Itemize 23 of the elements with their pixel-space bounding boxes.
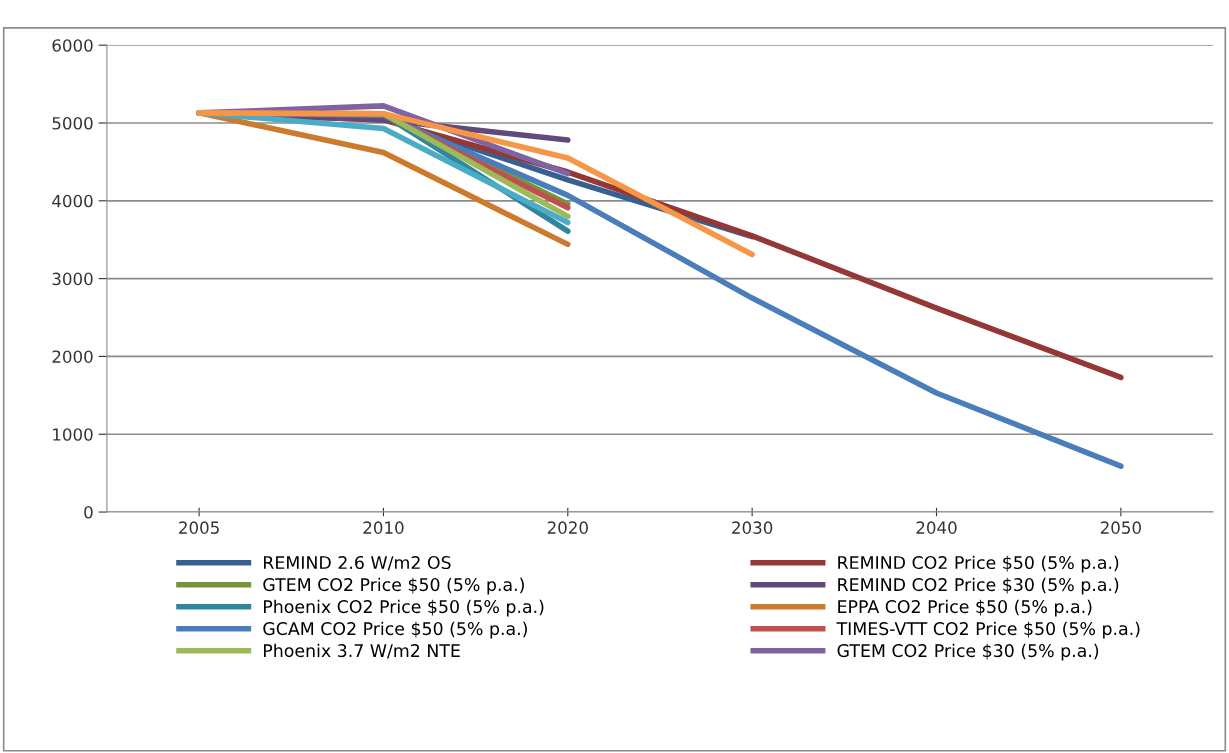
legend-label: GTEM CO2 Price $50 (5% p.a.) [263,577,524,595]
legend-label: REMIND 2.6 W/m2 OS [264,555,451,571]
y-tick-label: 6000 [52,39,93,52]
legend-label: GCAM CO2 Price $50 (5% p.a.) [263,621,527,639]
x-tick-label: 2005 [179,521,219,534]
legend-label: EPPA CO2 Price $50 (5% p.a.) [838,599,1092,617]
x-tick-label: 2020 [547,521,588,534]
legend-label: TIMES-VTT CO2 Price $50 (5% p.a.) [836,621,1140,639]
legend-label: REMIND CO2 Price $50 (5% p.a.) [838,555,1119,573]
y-tick-label: 5000 [52,116,93,130]
x-tick-label: 2040 [916,521,957,534]
y-tick-label: 2000 [52,350,93,363]
legend-label: REMIND CO2 Price $30 (5% p.a.) [838,577,1119,595]
legend-label: GTEM CO2 Price $30 (5% p.a.) [837,643,1099,661]
legend-label: Phoenix CO2 Price $50 (5% p.a.) [264,599,544,617]
legend-label: Phoenix 3.7 W/m2 NTE [264,643,460,659]
y-tick-label: 1000 [53,428,93,441]
x-tick-label: 2010 [363,521,404,534]
y-tick-label: 4000 [52,194,93,208]
x-tick-label: 2050 [1100,521,1141,534]
y-tick-label: 0 [84,506,93,519]
x-tick-label: 2030 [732,521,773,534]
y-tick-label: 3000 [52,272,93,286]
